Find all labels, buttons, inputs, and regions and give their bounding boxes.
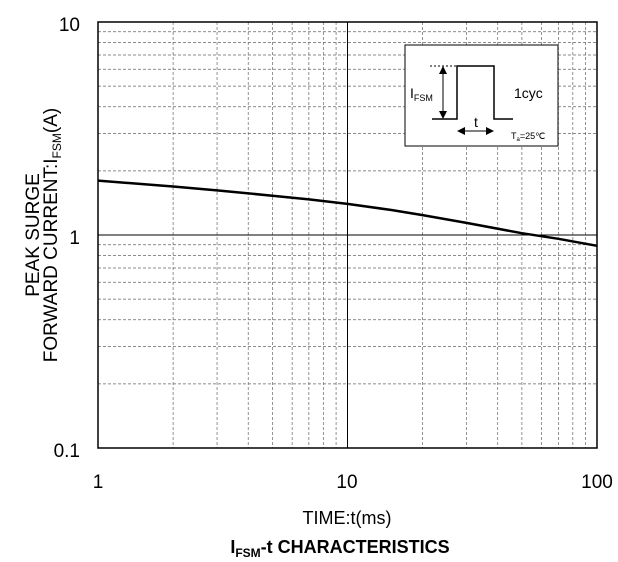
inset-t-label: t	[474, 114, 478, 130]
y-axis-label-line2: FORWARD CURRENT:IFSM(A)	[41, 108, 64, 362]
ylabel-sub: FSM	[50, 133, 64, 158]
inset-ifsm-arrow-head-up	[439, 66, 447, 74]
inset-temp-sub: a	[517, 137, 521, 143]
y-tick-label-1: 1	[69, 228, 80, 249]
title-rest: -t CHARACTERISTICS	[261, 537, 450, 557]
x-tick-label-1: 1	[93, 472, 104, 493]
inset-temp-label: Ta=25℃	[511, 131, 545, 143]
plot-frame	[97, 21, 598, 449]
ylabel-end: (A)	[41, 108, 62, 133]
inset-t-arrow-head-left	[457, 127, 465, 135]
major-grid	[98, 22, 597, 448]
inset-diagram: IFSM t 1cyc Ta=25℃	[404, 44, 559, 147]
inset-ifsm-sub: FSM	[414, 93, 433, 103]
inset-ifsm-arrow-head-down	[439, 111, 447, 119]
inset-ifsm-label: IFSM	[410, 85, 433, 103]
inset-cyc-label: 1cyc	[514, 85, 543, 101]
series-line-0	[97, 179, 598, 248]
x-axis-label: TIME:t(ms)	[303, 508, 392, 528]
inset-ifsm-main: I	[410, 85, 414, 101]
inset-pulse-waveform	[432, 65, 513, 120]
x-tick-label-100: 100	[581, 472, 613, 493]
y-axis-label-line1: PEAK SURGE	[23, 173, 44, 297]
series-layer	[97, 179, 598, 248]
inset-box	[404, 44, 559, 147]
inset-temp-rest: =25℃	[520, 131, 545, 141]
y-axis-label: PEAK SURGE FORWARD CURRENT:IFSM(A)	[23, 108, 64, 362]
ylabel-main: FORWARD CURRENT:I	[41, 158, 62, 362]
inset-t-arrow-head-right	[486, 127, 494, 135]
y-tick-label-10: 10	[59, 15, 80, 36]
x-tick-label-10: 10	[336, 472, 357, 493]
title-sub: FSM	[235, 546, 260, 560]
y-tick-label-0-1: 0.1	[54, 441, 80, 462]
title-main: I	[230, 537, 235, 557]
chart-title: IFSM-t CHARACTERISTICS	[230, 537, 449, 560]
inset-temp-main: T	[511, 131, 517, 141]
